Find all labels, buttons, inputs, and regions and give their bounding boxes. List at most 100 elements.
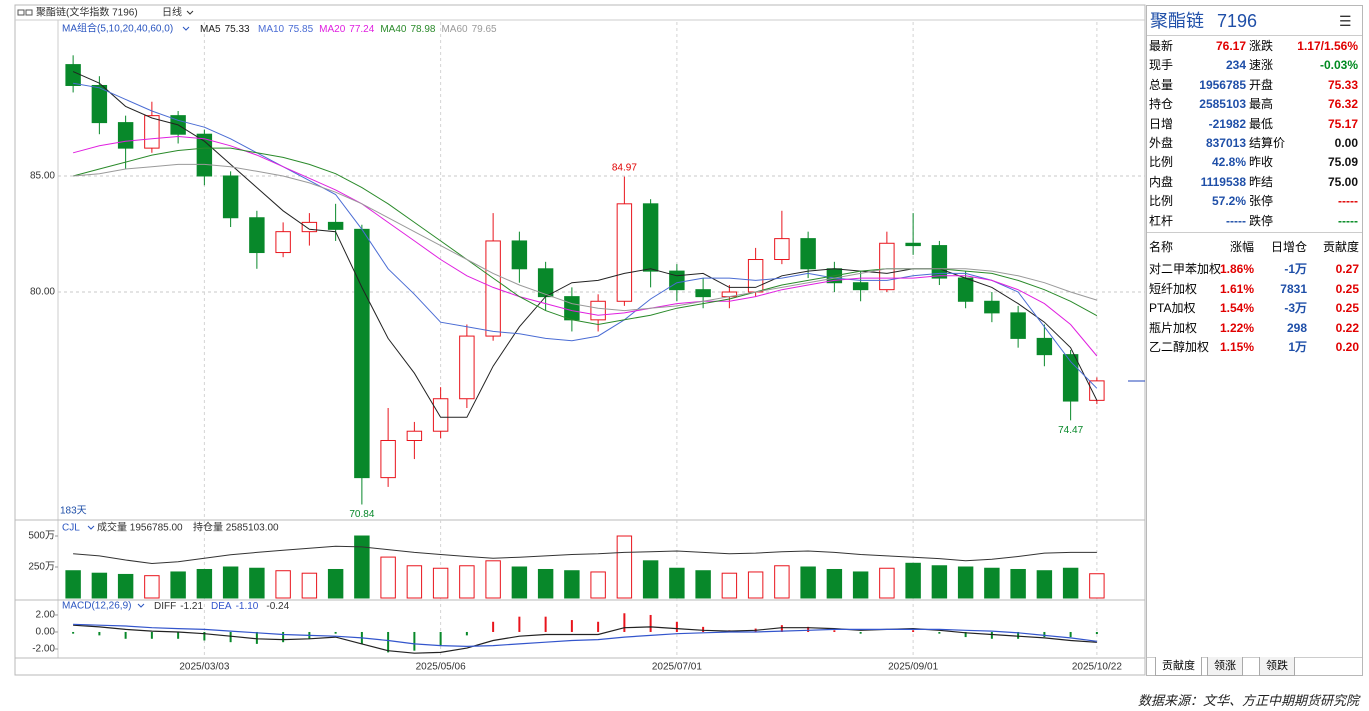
volume-bar [590,571,606,599]
constituent-contribution: 0.27 [1335,262,1359,276]
volume-bar [65,570,81,599]
ma-line [73,163,1098,312]
quote-label: 速涨 [1249,58,1274,73]
quote-value: 2585103 [1199,97,1246,112]
volume-title[interactable]: CJL [62,523,80,534]
quote-value: 75.33 [1327,77,1358,92]
quote-code: 7196 [1217,11,1258,31]
table-header: 涨幅 [1229,240,1254,254]
candle-body [91,84,108,124]
candle-body [1010,312,1026,339]
constituent-oi-change: -1万 [1284,262,1307,276]
divider [1147,232,1362,233]
quote-value: 837013 [1205,136,1246,150]
dropdown-arrow[interactable] [182,26,190,31]
volume-bar [774,565,790,599]
constituent-oi-change: -3万 [1284,301,1307,316]
constituent-oi-change: 298 [1286,320,1307,335]
candle-body [275,231,291,254]
y-tick-label: 85.00 [30,171,55,182]
candle-body [984,300,1000,314]
volume-bar [721,572,738,599]
quote-value: -0.03% [1319,58,1358,73]
candle-body [564,296,580,321]
x-tick-label: 2025/07/01 [652,662,702,673]
quote-label: 最新 [1149,39,1174,53]
volume-bar [879,567,895,599]
tab[interactable]: 领涨 [1207,657,1243,676]
constituent-oi-change: 7831 [1280,281,1307,296]
constituent-oi-change: 1万 [1288,340,1307,355]
quote-label: 昨收 [1249,155,1274,170]
constituent-contribution: 0.22 [1335,320,1359,335]
candle-body [459,335,475,400]
candle-body [695,289,711,298]
ma-legend: MA10 75.85 [258,24,314,35]
ma-title[interactable]: MA组合(5,10,20,40,60,0) [62,22,173,35]
candle-body [774,238,790,261]
volume-bar [1089,573,1105,599]
tab[interactable]: 贡献度 [1155,657,1202,676]
candle-body [327,221,344,230]
x-tick-label: 2025/09/01 [888,662,938,673]
menu-icon[interactable]: ☰ [1339,13,1352,29]
quote-label: 日增 [1149,116,1174,131]
constituent-name: 乙二醇加权 [1149,340,1210,355]
quote-title: 聚酯链 [1150,11,1204,31]
candle-body [301,221,318,233]
quote-label: 跌停 [1249,213,1274,228]
quote-value: 1956785 [1199,77,1246,92]
constituent-name: 短纤加权 [1149,281,1198,296]
volume-bar [459,565,475,599]
quote-value: 76.32 [1327,97,1358,112]
quote-value: 75.00 [1327,174,1358,189]
quote-value: -21982 [1208,116,1246,131]
price-annotation: 70.84 [349,509,374,520]
ma-legend-name: MA5 [200,24,221,35]
quote-label: 杠杆 [1149,213,1174,228]
volume-bar [511,566,528,599]
tab[interactable]: 领跌 [1259,657,1295,676]
candle-body [222,175,239,219]
candle-body [590,300,606,321]
volume-label: 成交量 1956785.00 [97,521,183,534]
ma-legend-value: 78.98 [410,24,435,35]
quote-label: 总量 [1149,77,1174,92]
quote-label: 持仓 [1149,97,1174,112]
volume-bar [91,572,108,599]
table-header: 贡献度 [1322,240,1359,254]
volume-bar [695,570,711,599]
dropdown-arrow[interactable] [186,10,194,15]
volume-bar [905,562,921,599]
dropdown-arrow[interactable] [87,525,95,530]
candle-body [669,270,685,291]
volume-bar [117,573,134,599]
constituent-name: 对二甲苯加权 [1149,262,1222,276]
volume-bar [957,566,974,599]
ma-legend: MA40 78.98 [380,24,436,35]
table-header: 名称 [1149,240,1174,254]
period-selector[interactable]: 日线 [162,6,182,19]
price-annotation: 84.97 [612,162,637,173]
volume-bar [1036,570,1053,599]
macd-title[interactable]: MACD(12,26,9) [62,601,131,612]
dropdown-arrow[interactable] [137,603,145,608]
ma-legend-name: MA40 [380,24,407,35]
quote-label: 最低 [1249,116,1274,131]
candle-body [800,238,816,270]
quote-label: 比例 [1149,155,1174,170]
quote-value: 75.09 [1327,155,1358,170]
constituent-name: 瓶片加权 [1149,320,1198,335]
quote-label: 现手 [1149,58,1174,73]
quote-label: 昨结 [1249,174,1274,189]
volume-bar [747,571,764,599]
candle-body [616,203,633,302]
quote-value: 1119538 [1200,174,1246,189]
constituent-contribution: 0.25 [1335,301,1359,316]
y-tick-label: 0.00 [36,627,56,638]
volume-bar [170,571,186,599]
constituent-contribution: 0.20 [1335,340,1359,355]
constituent-contribution: 0.25 [1335,281,1359,296]
volume-bar [537,568,554,599]
quote-value: 57.2% [1211,194,1246,209]
